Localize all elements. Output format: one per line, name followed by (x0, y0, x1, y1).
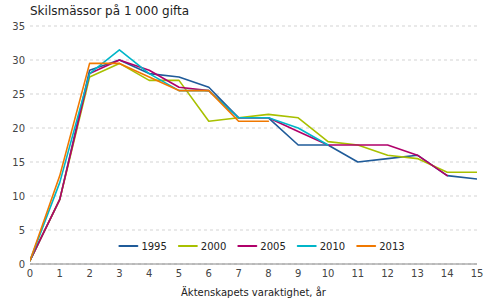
x-tick-label: 4 (146, 268, 152, 279)
x-tick-label: 7 (235, 268, 241, 279)
grid-line (30, 128, 477, 129)
legend-swatch (357, 245, 375, 247)
legend-label: 2005 (260, 241, 285, 252)
grid-line (30, 196, 477, 197)
x-axis-label: Äktenskapets varaktighet, år (181, 286, 327, 298)
x-tick-label: 5 (176, 268, 182, 279)
legend-label: 2013 (379, 241, 404, 252)
lines (30, 50, 477, 261)
grid-line (30, 230, 477, 231)
grid-line (30, 94, 477, 95)
series-line (30, 63, 477, 260)
x-tick-label: 11 (351, 268, 364, 279)
y-tick-label: 25 (12, 89, 25, 100)
series-line (30, 50, 328, 261)
legend-swatch (298, 245, 316, 247)
legend-swatch (238, 245, 256, 247)
y-tick-label: 30 (12, 55, 25, 66)
grid-line (30, 162, 477, 163)
x-tick-label: 14 (441, 268, 454, 279)
x-tick-label: 12 (381, 268, 394, 279)
legend-label: 2010 (320, 241, 345, 252)
series-line (30, 60, 447, 261)
x-tick-label: 1 (57, 268, 63, 279)
series-line (30, 63, 268, 260)
x-tick-label: 15 (471, 268, 484, 279)
legend-label: 2000 (201, 241, 226, 252)
legend-label: 1995 (141, 241, 166, 252)
y-tick-label: 20 (12, 123, 25, 134)
series-line (30, 60, 477, 261)
x-axis-line (30, 264, 477, 265)
y-tick-label: 35 (12, 21, 25, 32)
legend: 1995 2000 2005 2010 2013 (119, 241, 404, 252)
x-tick-label: 0 (27, 268, 33, 279)
y-tick-label: 5 (19, 225, 25, 236)
grid-line (30, 264, 477, 265)
x-tick-label: 3 (116, 268, 122, 279)
x-tick-label: 6 (206, 268, 212, 279)
x-tick-label: 13 (411, 268, 424, 279)
title: Skilsmässor på 1 000 gifta (30, 4, 189, 18)
chart: Skilsmässor på 1 000 gifta05101520253035… (0, 0, 491, 302)
legend-swatch (119, 245, 137, 247)
legend-swatch (179, 245, 197, 247)
grid-line (30, 26, 477, 27)
y-tick-label: 10 (12, 191, 25, 202)
y-tick-label: 0 (19, 259, 25, 270)
y-tick-label: 15 (12, 157, 25, 168)
grid-line (30, 60, 477, 61)
x-tick-label: 2 (86, 268, 92, 279)
x-tick-label: 9 (295, 268, 301, 279)
x-tick-label: 8 (265, 268, 271, 279)
x-tick-label: 10 (322, 268, 335, 279)
grid (30, 26, 477, 264)
